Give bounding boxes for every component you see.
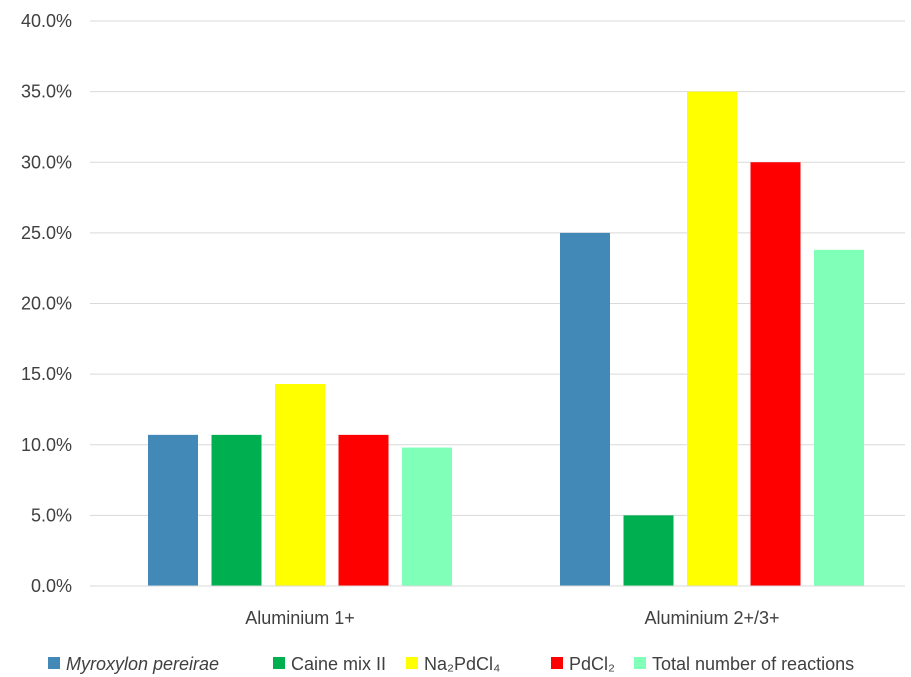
legend-label: Total number of reactions [652,654,854,674]
category-labels: Aluminium 1+ Aluminium 2+/3+ [245,608,779,628]
y-tick-label: 35.0% [21,82,72,102]
y-tick-label: 5.0% [31,505,72,525]
bar [402,447,452,586]
legend: Myroxylon pereirae Caine mix II Na₂PdCl₄ Pd… [48,654,854,674]
legend-label: Na₂PdCl₄ [424,654,500,674]
legend-swatch [551,657,563,669]
bar [338,434,389,586]
bar [148,434,198,586]
bars [148,91,864,586]
x-category-label: Aluminium 2+/3+ [644,608,779,628]
legend-label: Myroxylon pereirae [66,654,219,674]
legend-item: PdCl₂ [551,654,615,674]
bar [623,515,674,586]
y-tick-label: 30.0% [21,152,72,172]
y-tick-label: 10.0% [21,435,72,455]
legend-item: Myroxylon pereirae [48,654,219,674]
y-tick-label: 0.0% [31,576,72,596]
bar [750,162,801,586]
bar [814,249,864,586]
bar [211,434,262,586]
x-category-label: Aluminium 1+ [245,608,355,628]
legend-swatch [406,657,418,669]
legend-item: Na₂PdCl₄ [406,654,500,674]
legend-item: Total number of reactions [634,654,854,674]
y-axis-ticks: 0.0% 5.0% 10.0% 15.0% 20.0% 25.0% 30.0% 35.0% 40… [21,11,72,596]
legend-swatch [48,657,60,669]
bar [687,91,737,586]
y-tick-label: 20.0% [21,294,72,314]
y-tick-label: 40.0% [21,11,72,31]
legend-label: PdCl₂ [569,654,615,674]
legend-label: Caine mix II [291,654,386,674]
bar [560,232,610,586]
legend-item: Caine mix II [273,654,386,674]
legend-swatch [634,657,646,669]
legend-swatch [273,657,285,669]
bar [275,384,325,586]
y-tick-label: 15.0% [21,364,72,384]
y-tick-label: 25.0% [21,223,72,243]
